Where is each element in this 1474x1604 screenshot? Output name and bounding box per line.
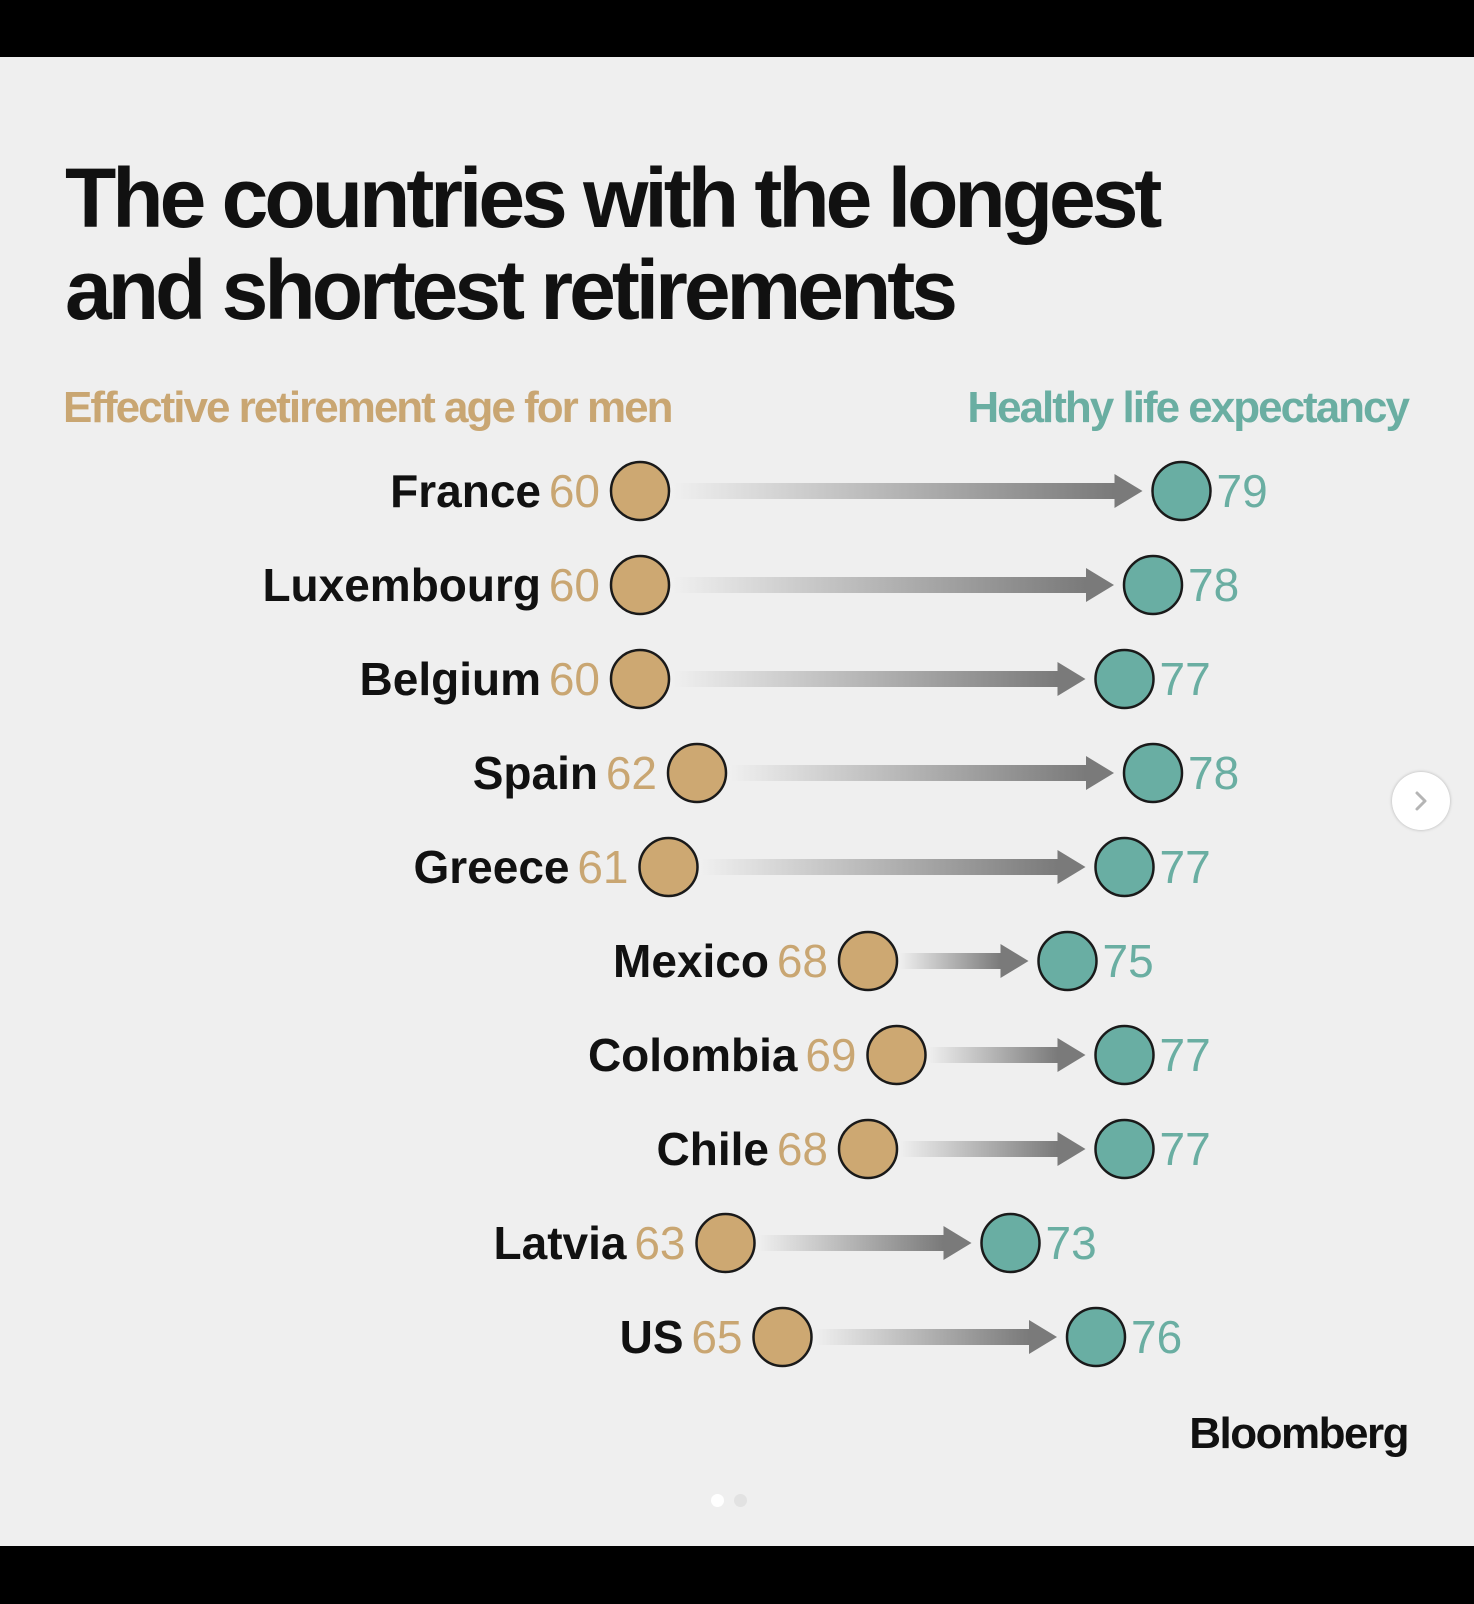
arrow-shaft-greece [699, 859, 1058, 875]
arrow-shaft-spain [728, 765, 1086, 781]
arrow-shaft-colombia [927, 1047, 1058, 1063]
expectancy-value-belgium: 77 [1160, 653, 1211, 705]
expectancy-value-us: 76 [1131, 1311, 1182, 1363]
arrow-head-luxembourg [1086, 568, 1114, 602]
arrow-head-us [1029, 1320, 1057, 1354]
legend-retirement-age: Effective retirement age for men [63, 383, 673, 432]
carousel-dots [711, 1494, 747, 1507]
country-label-france: France [390, 465, 541, 517]
carousel-dot[interactable] [734, 1494, 747, 1507]
retirement-value-spain: 62 [606, 747, 657, 799]
country-label-latvia: Latvia [494, 1217, 627, 1269]
country-label-luxembourg: Luxembourg [262, 559, 541, 611]
retirement-value-latvia: 63 [634, 1217, 685, 1269]
retirement-value-mexico: 68 [777, 935, 828, 987]
retirement-value-belgium: 60 [549, 653, 600, 705]
expectancy-dot-chile [1094, 1118, 1155, 1180]
retirement-dot-belgium [609, 648, 671, 710]
expectancy-dot-greece [1094, 836, 1155, 898]
arrow-shaft-belgium [671, 671, 1058, 687]
bloomberg-logo: Bloomberg [1189, 1409, 1409, 1458]
country-label-chile: Chile [657, 1123, 769, 1175]
retirement-value-greece: 61 [577, 841, 628, 893]
arrow-shaft-us [813, 1329, 1029, 1345]
expectancy-dot-latvia [980, 1212, 1041, 1274]
country-label-greece: Greece [413, 841, 569, 893]
retirement-dot-colombia [866, 1024, 927, 1086]
expectancy-value-latvia: 73 [1046, 1217, 1097, 1269]
expectancy-dot-spain [1122, 742, 1184, 804]
chevron-right-icon [1415, 791, 1427, 811]
retirement-dot-spain [666, 742, 728, 804]
retirement-value-colombia: 69 [805, 1029, 856, 1081]
title-line-2: and shortest retirements [65, 243, 958, 337]
arrow-head-chile [1057, 1132, 1086, 1166]
arrow-head-colombia [1057, 1038, 1086, 1072]
arrow-shaft-luxembourg [671, 577, 1086, 593]
arrow-head-france [1114, 474, 1143, 508]
expectancy-dot-colombia [1094, 1024, 1155, 1086]
country-label-belgium: Belgium [360, 653, 541, 705]
arrow-shaft-france [671, 483, 1115, 499]
retirement-dot-chile [837, 1118, 899, 1180]
retirement-value-us: 65 [691, 1311, 742, 1363]
carousel-dot-active[interactable] [711, 1494, 724, 1507]
arrow-head-spain [1086, 756, 1114, 790]
expectancy-value-france: 79 [1217, 465, 1268, 517]
expectancy-dot-france [1151, 460, 1212, 522]
country-label-spain: Spain [473, 747, 598, 799]
expectancy-dot-luxembourg [1122, 554, 1184, 616]
arrow-head-latvia [943, 1226, 972, 1260]
expectancy-value-luxembourg: 78 [1188, 559, 1239, 611]
retirement-dot-us [752, 1306, 813, 1368]
expectancy-dot-us [1065, 1306, 1127, 1368]
retirement-dot-latvia [695, 1212, 756, 1274]
expectancy-value-chile: 77 [1160, 1123, 1211, 1175]
retirement-dot-france [609, 460, 671, 522]
chart-card: The countries with the longest and short… [0, 57, 1474, 1546]
arrow-head-mexico [1000, 944, 1029, 978]
expectancy-value-spain: 78 [1188, 747, 1239, 799]
expectancy-value-colombia: 77 [1160, 1029, 1211, 1081]
retirement-dot-greece [638, 836, 699, 898]
chart-title: The countries with the longest and short… [65, 151, 1162, 337]
retirement-value-luxembourg: 60 [549, 559, 600, 611]
retirement-value-france: 60 [549, 465, 600, 517]
next-slide-button[interactable] [1392, 772, 1450, 830]
retirement-value-chile: 68 [777, 1123, 828, 1175]
arrow-shaft-chile [899, 1141, 1058, 1157]
expectancy-value-mexico: 75 [1103, 935, 1154, 987]
retirement-dot-luxembourg [609, 554, 671, 616]
expectancy-value-greece: 77 [1160, 841, 1211, 893]
retirement-dot-mexico [837, 930, 899, 992]
title-line-1: The countries with the longest [65, 151, 1162, 245]
arrow-shaft-mexico [899, 953, 1001, 969]
arrow-shaft-latvia [756, 1235, 944, 1251]
legend-life-expectancy: Healthy life expectancy [967, 383, 1410, 432]
expectancy-dot-belgium [1094, 648, 1155, 710]
arrow-head-greece [1057, 850, 1086, 884]
country-label-mexico: Mexico [613, 935, 769, 987]
country-label-colombia: Colombia [588, 1029, 798, 1081]
expectancy-dot-mexico [1037, 930, 1098, 992]
arrow-head-belgium [1057, 662, 1086, 696]
country-label-us: US [620, 1311, 684, 1363]
